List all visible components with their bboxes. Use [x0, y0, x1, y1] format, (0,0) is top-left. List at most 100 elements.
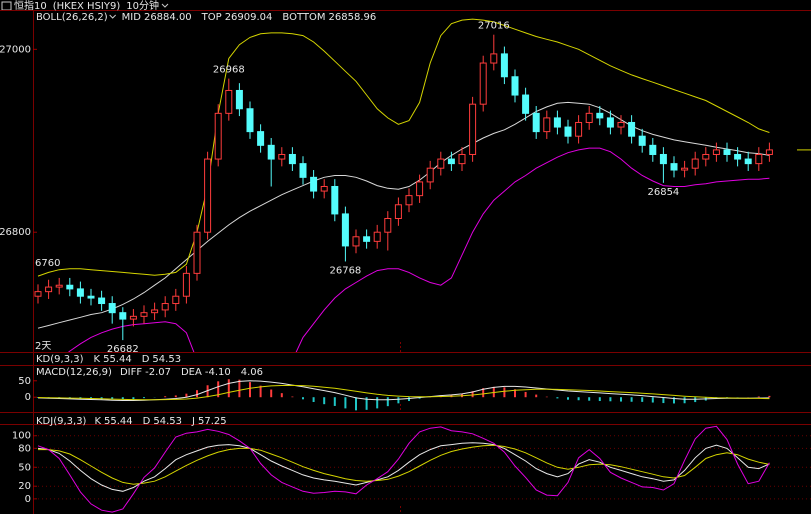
candle-body [765, 149, 773, 155]
indicator-name: KD(9,3,3) [36, 354, 84, 365]
candle-body [617, 121, 625, 128]
y-tick-label: 0 [25, 494, 31, 505]
high-label: 26968 [213, 65, 245, 76]
indicator-line [37, 380, 770, 401]
indicator-line [37, 384, 770, 401]
legend-value: -2.07 [145, 367, 171, 378]
candle-body [734, 153, 742, 160]
legend-value: 54.53 [152, 354, 181, 365]
candle-body [553, 117, 561, 128]
candle-body [670, 163, 678, 171]
symbol: 恒指10 [14, 0, 47, 12]
candle-body [511, 76, 519, 96]
candle-body [522, 94, 530, 114]
candle-body [299, 163, 307, 178]
indicator-line [38, 444, 770, 485]
candle-body [235, 89, 243, 110]
candle-body [341, 213, 349, 247]
legend-name: K [94, 354, 101, 365]
legend-name: DEA [181, 367, 202, 378]
candle-body [437, 158, 445, 169]
menu-icon[interactable] [1, 1, 12, 11]
y-tick-label: 26800 [0, 227, 31, 238]
legend-value: 55.44 [104, 416, 133, 427]
candle-body [416, 181, 424, 197]
candle-body [755, 153, 763, 165]
candle-body [606, 117, 614, 128]
y-tick-label: 80 [18, 443, 31, 454]
y-tick-label: 50 [18, 376, 31, 387]
legend-value: 54.53 [153, 416, 182, 427]
dropdown-chevron [161, 3, 169, 8]
candle-body [45, 286, 53, 293]
candle-body [373, 231, 381, 242]
candle-body [225, 89, 233, 114]
candle-body [172, 295, 180, 305]
indicator-line [37, 425, 770, 513]
candle-body [204, 158, 212, 233]
candle-body [628, 121, 636, 137]
candle-body [649, 144, 657, 155]
candle-body [469, 103, 477, 155]
candle-body [575, 121, 583, 137]
candle-body [55, 284, 63, 288]
y-tick-label: 20 [18, 481, 31, 492]
low-label: 26768 [329, 265, 361, 276]
legend-value: 26858.96 [329, 12, 377, 23]
candle-body [98, 297, 106, 305]
candle-body [659, 153, 667, 165]
candle-body [331, 185, 339, 215]
dropdown-chevron [109, 14, 117, 19]
candle-body [384, 217, 392, 233]
candle-body [267, 144, 275, 160]
candle-body [543, 117, 551, 133]
candle-body [140, 312, 148, 317]
indicator-line [67, 147, 770, 352]
candle-body [490, 53, 498, 64]
candle-body [182, 272, 190, 297]
y-tick-label: 50 [18, 462, 31, 473]
candle-body [638, 135, 646, 146]
indicator-name: KDJ(9,3,3) [36, 416, 87, 427]
indicator-name: BOLL(26,26,2) [36, 12, 108, 23]
legend-value: 26884.00 [144, 12, 192, 23]
candle-body [151, 309, 159, 314]
high-label: 27016 [478, 21, 510, 32]
candle-body [76, 288, 84, 297]
candle-body [119, 312, 127, 320]
candle-body [744, 158, 752, 165]
candle-body [310, 176, 318, 192]
candle-body [161, 303, 169, 311]
annotation: 6760 [35, 258, 60, 269]
candle-body [723, 149, 731, 155]
candle-body [288, 153, 296, 165]
legend-value: 26909.04 [225, 12, 273, 23]
candle-body [712, 149, 720, 155]
candle-body [278, 153, 286, 160]
candle-body [564, 126, 572, 137]
candle-body [500, 53, 508, 78]
y-tick-label: 27000 [0, 44, 31, 55]
candle-body [34, 291, 42, 297]
legend-name: K [94, 416, 101, 427]
indicator-name: MACD(12,26,9) [36, 367, 112, 378]
candle-body [681, 167, 689, 171]
period: 10分钟 [126, 0, 159, 12]
candle-body [532, 112, 540, 133]
symbol-code: (HKEX HSIY9) [53, 1, 121, 12]
legend-name: MID [122, 12, 142, 23]
candle-body [214, 112, 222, 160]
candle-body [596, 112, 604, 119]
legend-name: TOP [201, 12, 222, 23]
low-label: 26854 [647, 187, 679, 198]
low-label: 26682 [107, 344, 139, 355]
legend-name: DIFF [120, 367, 142, 378]
candle-body [702, 153, 710, 160]
candle-body [394, 204, 402, 219]
candle-body [447, 158, 455, 165]
candle-body [458, 153, 466, 165]
candle-body [193, 231, 201, 274]
candle-body [426, 167, 434, 183]
